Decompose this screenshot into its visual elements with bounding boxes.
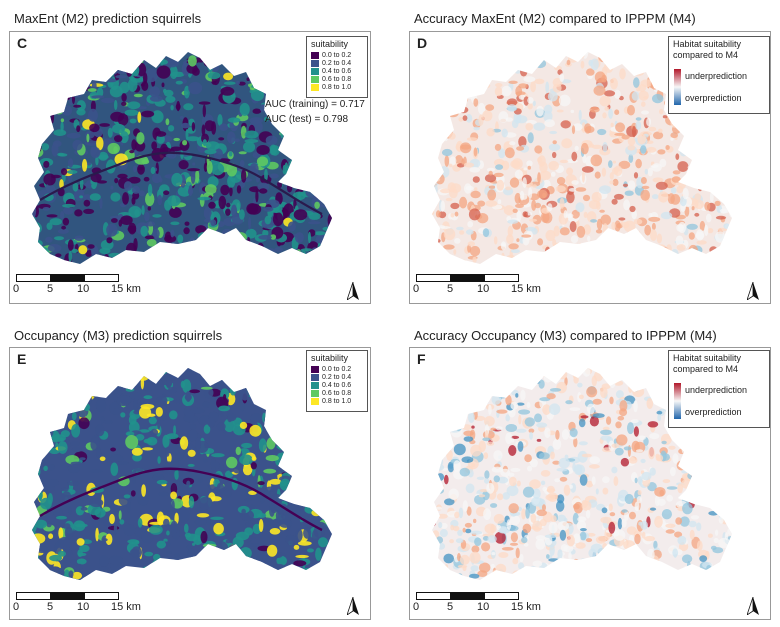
- legend-swatch: [311, 397, 319, 405]
- legend-item: 0.0 to 0.2: [311, 51, 363, 59]
- scale-label-15: 15 km: [511, 283, 541, 295]
- legend-swatch: [311, 59, 319, 67]
- legend-item: 0.8 to 1.0: [311, 397, 363, 405]
- map-svg-f: [432, 368, 732, 580]
- legend-item: 0.2 to 0.4: [311, 59, 363, 67]
- scale-label-5: 5: [47, 283, 54, 295]
- legend-c: suitability 0.0 to 0.2 0.2 to 0.4 0.4 to 0…: [306, 36, 368, 98]
- legend-title: suitability: [311, 39, 349, 49]
- legend-item: 0.0 to 0.2: [311, 365, 363, 373]
- scale-label-5: 5: [447, 601, 454, 613]
- legend-label: 0.0 to 0.2: [322, 365, 352, 373]
- scale-label-10: 10: [77, 283, 90, 295]
- scale-label-15: 15 km: [511, 601, 541, 613]
- legend-swatch: [311, 365, 319, 373]
- legend-label: 0.8 to 1.0: [322, 83, 352, 91]
- legend-label: 0.0 to 0.2: [322, 51, 352, 59]
- panel-f-title: Accuracy Occupancy (M3) compared to IPPP…: [414, 328, 717, 343]
- auc-block: AUC (training) = 0.717 AUC (test) = 0.79…: [265, 97, 365, 127]
- map-svg-c: [32, 52, 332, 264]
- legend-swatch: [311, 51, 319, 59]
- panel-c-title: MaxEnt (M2) prediction squirrels: [14, 11, 202, 26]
- legend-item: 0.6 to 0.8: [311, 75, 363, 83]
- map-panel-e: E suitability 0.0 to 0.2 0.2 to 0.4 0.4 to…: [9, 347, 371, 620]
- north-arrow-icon: [347, 282, 359, 300]
- legend-item: 0.4 to 0.6: [311, 67, 363, 75]
- legend-label: 0.8 to 1.0: [322, 397, 352, 405]
- legend-f: Habitat suitability compared to M4 under…: [668, 350, 770, 428]
- legend-title-line2: compared to M4: [673, 364, 739, 374]
- scale-label-0: 0: [413, 283, 420, 295]
- north-arrow-icon: [747, 597, 759, 615]
- panel-d-title: Accuracy MaxEnt (M2) compared to IPPPM (…: [414, 11, 696, 26]
- legend-swatch: [311, 389, 319, 397]
- panel-e-title: Occupancy (M3) prediction squirrels: [14, 328, 223, 343]
- map-svg-e: [32, 368, 332, 580]
- map-panel-f: F Habitat suitability compared to M4 und…: [409, 347, 771, 620]
- legend-item: 0.4 to 0.6: [311, 381, 363, 389]
- legend-item: 0.6 to 0.8: [311, 389, 363, 397]
- legend-under: underprediction: [685, 71, 748, 81]
- legend-title: suitability: [311, 353, 349, 363]
- legend-d: Habitat suitability compared to M4 under…: [668, 36, 770, 114]
- legend-over: overprediction: [685, 93, 742, 103]
- legend-title-line2: compared to M4: [673, 50, 739, 60]
- scale-label-10: 10: [77, 601, 90, 613]
- legend-item: 0.2 to 0.4: [311, 373, 363, 381]
- north-arrow-icon: [747, 282, 759, 300]
- north-arrow-icon: [347, 597, 359, 615]
- legend-swatch: [311, 67, 319, 75]
- panel-letter-f: F: [417, 351, 426, 367]
- legend-under: underprediction: [685, 385, 748, 395]
- legend-swatch: [311, 373, 319, 381]
- scale-label-15: 15 km: [111, 601, 141, 613]
- legend-item: 0.8 to 1.0: [311, 83, 363, 91]
- legend-label: 0.6 to 0.8: [322, 75, 352, 83]
- auc-training: AUC (training) = 0.717: [265, 99, 365, 110]
- legend-swatch: [311, 381, 319, 389]
- panel-letter-c: C: [17, 35, 28, 51]
- river-e: [39, 467, 323, 532]
- legend-label: 0.4 to 0.6: [322, 381, 352, 389]
- scale-label-0: 0: [413, 601, 420, 613]
- legend-title-line1: Habitat suitability: [673, 39, 742, 49]
- legend-swatch: [311, 83, 319, 91]
- legend-label: 0.4 to 0.6: [322, 67, 352, 75]
- scale-label-0: 0: [13, 601, 20, 613]
- map-panel-c: C suitability 0.0 to 0.2 0.2 to 0.4 0.4 to…: [9, 31, 371, 304]
- legend-title-line1: Habitat suitability: [673, 353, 742, 363]
- legend-swatch: [311, 75, 319, 83]
- scale-label-15: 15 km: [111, 283, 141, 295]
- scale-label-10: 10: [477, 283, 490, 295]
- legend-label: 0.2 to 0.4: [322, 373, 352, 381]
- scale-label-5: 5: [47, 601, 54, 613]
- legend-e: suitability 0.0 to 0.2 0.2 to 0.4 0.4 to 0…: [306, 350, 368, 412]
- auc-test: AUC (test) = 0.798: [265, 114, 349, 125]
- panel-letter-e: E: [17, 351, 27, 367]
- legend-label: 0.6 to 0.8: [322, 389, 352, 397]
- scale-label-0: 0: [13, 283, 20, 295]
- map-panel-d: D Habitat suitability compared to M4 und…: [409, 31, 771, 304]
- scale-label-10: 10: [477, 601, 490, 613]
- scale-label-5: 5: [447, 283, 454, 295]
- river-c: [39, 151, 323, 215]
- legend-over: overprediction: [685, 407, 742, 417]
- legend-label: 0.2 to 0.4: [322, 59, 352, 67]
- panel-letter-d: D: [417, 35, 428, 51]
